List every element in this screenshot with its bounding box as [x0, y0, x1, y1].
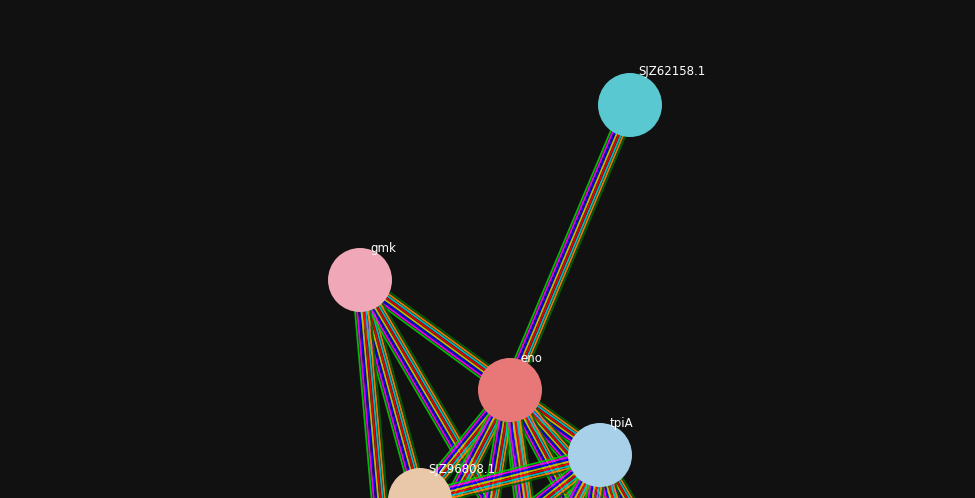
Text: SJZ62158.1: SJZ62158.1 [638, 65, 705, 78]
Text: tpiA: tpiA [610, 417, 634, 430]
Text: eno: eno [520, 352, 542, 365]
Circle shape [478, 358, 542, 422]
Circle shape [328, 248, 392, 312]
Circle shape [388, 468, 452, 498]
Text: SJZ96808.1: SJZ96808.1 [428, 463, 495, 476]
Text: gmk: gmk [370, 242, 396, 255]
Circle shape [568, 423, 632, 487]
Circle shape [598, 73, 662, 137]
